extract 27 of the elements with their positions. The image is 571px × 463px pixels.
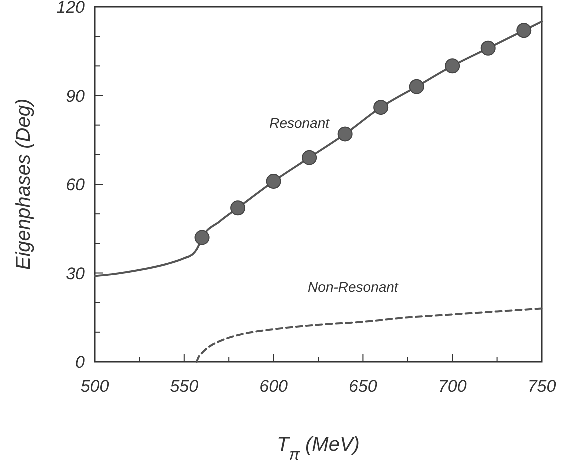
point — [302, 150, 318, 166]
x-tick-label: 600 — [260, 377, 289, 396]
y-tick-label: 120 — [56, 0, 86, 17]
x-tick-label: 500 — [80, 377, 110, 396]
x-tick-label: 650 — [349, 377, 378, 396]
y-tick-label: 90 — [66, 86, 86, 106]
y-tick-label: 0 — [76, 353, 86, 372]
point — [480, 40, 496, 56]
point — [409, 79, 424, 94]
series-label: Non-Resonant — [308, 279, 400, 296]
x-tick-label: 550 — [170, 377, 200, 396]
point — [194, 230, 210, 246]
line-series — [196, 308, 543, 363]
x-tick-label: 750 — [528, 377, 557, 396]
series-label: Resonant — [270, 114, 331, 131]
y-tick-label: 60 — [66, 176, 86, 194]
point — [338, 126, 353, 142]
y-axis-title: Eigenphases (Deg) — [13, 98, 35, 270]
point — [266, 174, 282, 190]
point — [445, 58, 460, 74]
x-axis-title: T$_{π}$ (MeV) — [277, 434, 360, 463]
point — [516, 23, 532, 38]
point — [230, 200, 246, 216]
line-series — [94, 20, 543, 278]
point — [374, 100, 389, 116]
x-tick-label: 700 — [438, 377, 468, 396]
y-tick-label: 30 — [66, 264, 86, 284]
